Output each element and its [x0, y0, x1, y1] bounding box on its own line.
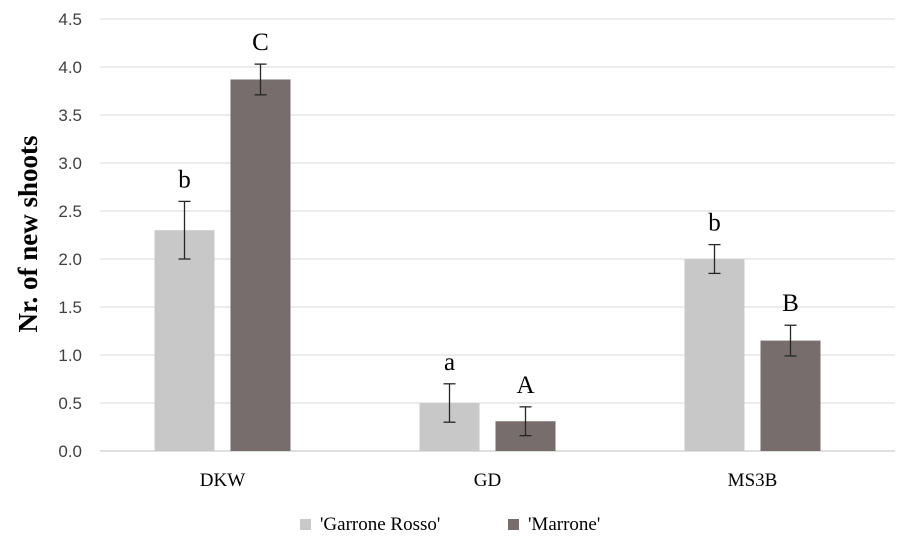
y-tick-label: 1.5 — [58, 298, 82, 317]
y-tick-label: 1.0 — [58, 346, 82, 365]
significance-label: A — [516, 372, 534, 399]
significance-labels: b Ca Ab B — [178, 29, 799, 399]
error-bars — [178, 63, 797, 437]
y-tick-label: 4.5 — [58, 10, 82, 29]
bar — [230, 79, 291, 451]
y-axis-ticks: 0.0 0.5 1.0 1.5 2.0 2.5 3.0 3.5 4.0 4.5 — [58, 10, 82, 461]
significance-label: a — [444, 349, 455, 376]
significance-label: B — [782, 290, 799, 317]
y-tick-label: 3.5 — [58, 106, 82, 125]
legend-swatch-marrone — [508, 519, 519, 530]
y-tick-label: 2.5 — [58, 202, 82, 221]
category-label: MS3B — [728, 470, 778, 491]
y-tick-label: 3.0 — [58, 154, 82, 173]
legend-swatch-garrone-rosso — [300, 519, 311, 530]
legend-label-garrone-rosso: 'Garrone Rosso' — [320, 514, 440, 535]
category-label: DKW — [200, 470, 245, 491]
category-label: GD — [474, 470, 501, 491]
significance-label: C — [252, 29, 269, 56]
y-axis-title: Nr. of new shoots — [13, 135, 43, 332]
y-tick-label: 4.0 — [58, 58, 82, 77]
y-tick-label: 2.0 — [58, 250, 82, 269]
significance-label: b — [178, 166, 191, 193]
bars — [154, 79, 821, 451]
x-axis-categories: DKW GD MS3B — [200, 470, 778, 491]
y-tick-label: 0.5 — [58, 394, 82, 413]
bar — [154, 230, 215, 451]
legend-label-marrone: 'Marrone' — [528, 514, 600, 535]
bar — [684, 259, 745, 451]
bar — [760, 340, 821, 451]
legend: 'Garrone Rosso' 'Marrone' — [300, 514, 600, 535]
y-tick-label: 0.0 — [58, 442, 82, 461]
significance-label: b — [708, 210, 721, 237]
